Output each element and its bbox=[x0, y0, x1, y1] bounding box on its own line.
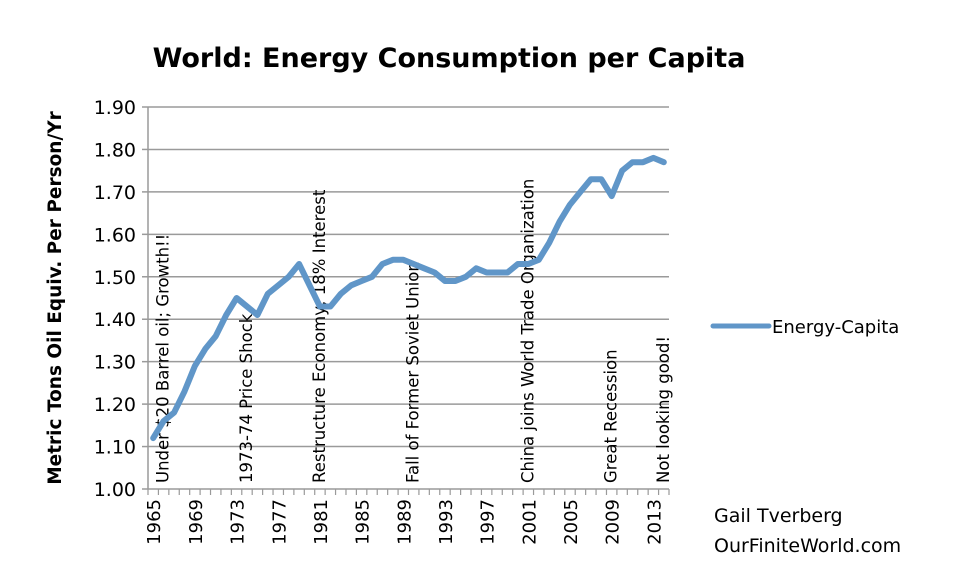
annotation-label: Not looking good! bbox=[654, 336, 673, 483]
x-tick-label: 1989 bbox=[394, 499, 415, 545]
chart-title: World: Energy Consumption per Capita bbox=[153, 43, 746, 74]
series-group bbox=[150, 154, 667, 442]
y-axis-label: Metric Tons Oil Equiv. Per Person/Yr bbox=[45, 110, 66, 484]
y-tick-label: 1.20 bbox=[94, 394, 136, 416]
x-tick-label: 1973 bbox=[228, 499, 249, 545]
y-tick-labels: 1.00 1.10 1.20 1.30 1.40 1.50 1.60 1.70 1.80 1.90 bbox=[94, 97, 136, 501]
y-tick-label: 1.00 bbox=[94, 479, 136, 501]
x-tick-label: 2013 bbox=[644, 499, 665, 545]
x-tick-label: 1981 bbox=[311, 499, 332, 545]
x-tick-label: 1985 bbox=[353, 499, 374, 545]
annotation-label: China joins World Trade Organization bbox=[518, 179, 537, 483]
y-tick-label: 1.80 bbox=[94, 139, 136, 161]
y-tick-label: 1.30 bbox=[94, 352, 136, 374]
annotation-label: Restructure Economy; 18% Interest bbox=[310, 189, 329, 483]
x-tick-label: 2009 bbox=[603, 499, 624, 545]
x-tick-labels: 1965 1969 1973 1977 1981 1985 1989 1993 1997 2001… bbox=[144, 499, 665, 545]
x-tick-label: 1977 bbox=[269, 499, 290, 545]
y-tick-label: 1.60 bbox=[94, 224, 136, 246]
x-tick-label: 1993 bbox=[436, 499, 457, 545]
credit-author: Gail Tverberg bbox=[714, 505, 843, 527]
annotation-label: Great Recession bbox=[602, 349, 621, 483]
x-tick-label: 2001 bbox=[519, 499, 540, 545]
annotation-label: Fall of Former Soviet Union bbox=[404, 261, 423, 483]
annotation-label: Under $20 Barrel oil; Growth!! bbox=[154, 234, 173, 483]
y-tick-label: 1.50 bbox=[94, 267, 136, 289]
annotation-label: 1973-74 Price Shock bbox=[237, 313, 256, 483]
legend: Energy-Capita bbox=[710, 317, 899, 338]
legend-label-energy-capita: Energy-Capita bbox=[772, 317, 899, 338]
y-tick-label: 1.70 bbox=[94, 182, 136, 204]
x-tick-label: 2005 bbox=[561, 499, 582, 545]
credit-website: OurFiniteWorld.com bbox=[714, 535, 901, 557]
y-tick-label: 1.10 bbox=[94, 437, 136, 459]
y-tick-label: 1.90 bbox=[94, 97, 136, 119]
y-tick-label: 1.40 bbox=[94, 309, 136, 331]
x-tick-label: 1965 bbox=[144, 499, 165, 545]
gridlines bbox=[148, 106, 669, 448]
axes bbox=[142, 106, 670, 495]
x-tick-label: 1969 bbox=[186, 499, 207, 545]
x-tick-label: 1997 bbox=[478, 499, 499, 545]
annotations: Under $20 Barrel oil; Growth!! 1973-74 Pr… bbox=[154, 179, 673, 483]
series-line-energy-capita bbox=[150, 154, 667, 442]
